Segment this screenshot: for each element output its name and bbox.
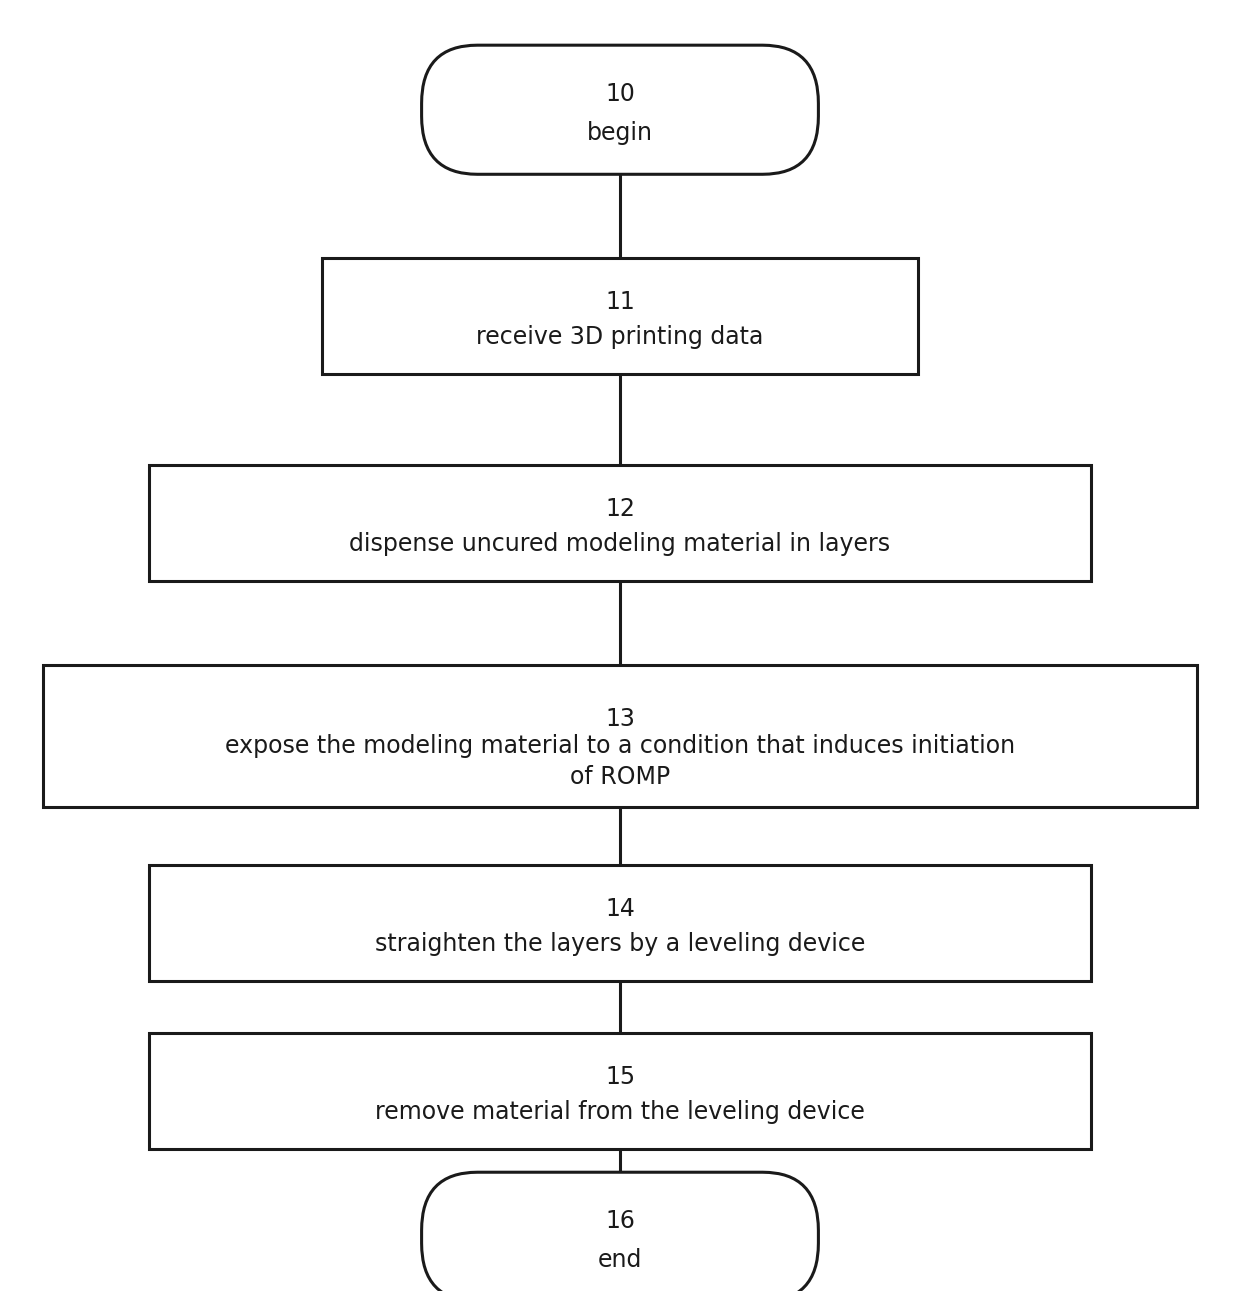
Bar [149, 865, 1091, 981]
Text: begin: begin [587, 121, 653, 145]
Text: 13: 13 [605, 707, 635, 731]
Text: expose the modeling material to a condition that induces initiation
of ROMP: expose the modeling material to a condit… [224, 733, 1016, 789]
Text: 15: 15 [605, 1065, 635, 1088]
FancyBboxPatch shape [422, 1172, 818, 1291]
Bar [149, 1033, 1091, 1149]
Text: 10: 10 [605, 83, 635, 106]
Bar [322, 258, 918, 374]
Text: receive 3D printing data: receive 3D printing data [476, 325, 764, 349]
Text: 14: 14 [605, 897, 635, 920]
Bar [43, 665, 1197, 807]
Bar [149, 465, 1091, 581]
Text: 12: 12 [605, 497, 635, 520]
Text: 16: 16 [605, 1210, 635, 1233]
FancyBboxPatch shape [422, 45, 818, 174]
Text: 11: 11 [605, 290, 635, 314]
Text: straighten the layers by a leveling device: straighten the layers by a leveling devi… [374, 932, 866, 955]
Text: end: end [598, 1248, 642, 1272]
Text: remove material from the leveling device: remove material from the leveling device [374, 1100, 866, 1123]
Text: dispense uncured modeling material in layers: dispense uncured modeling material in la… [350, 532, 890, 555]
